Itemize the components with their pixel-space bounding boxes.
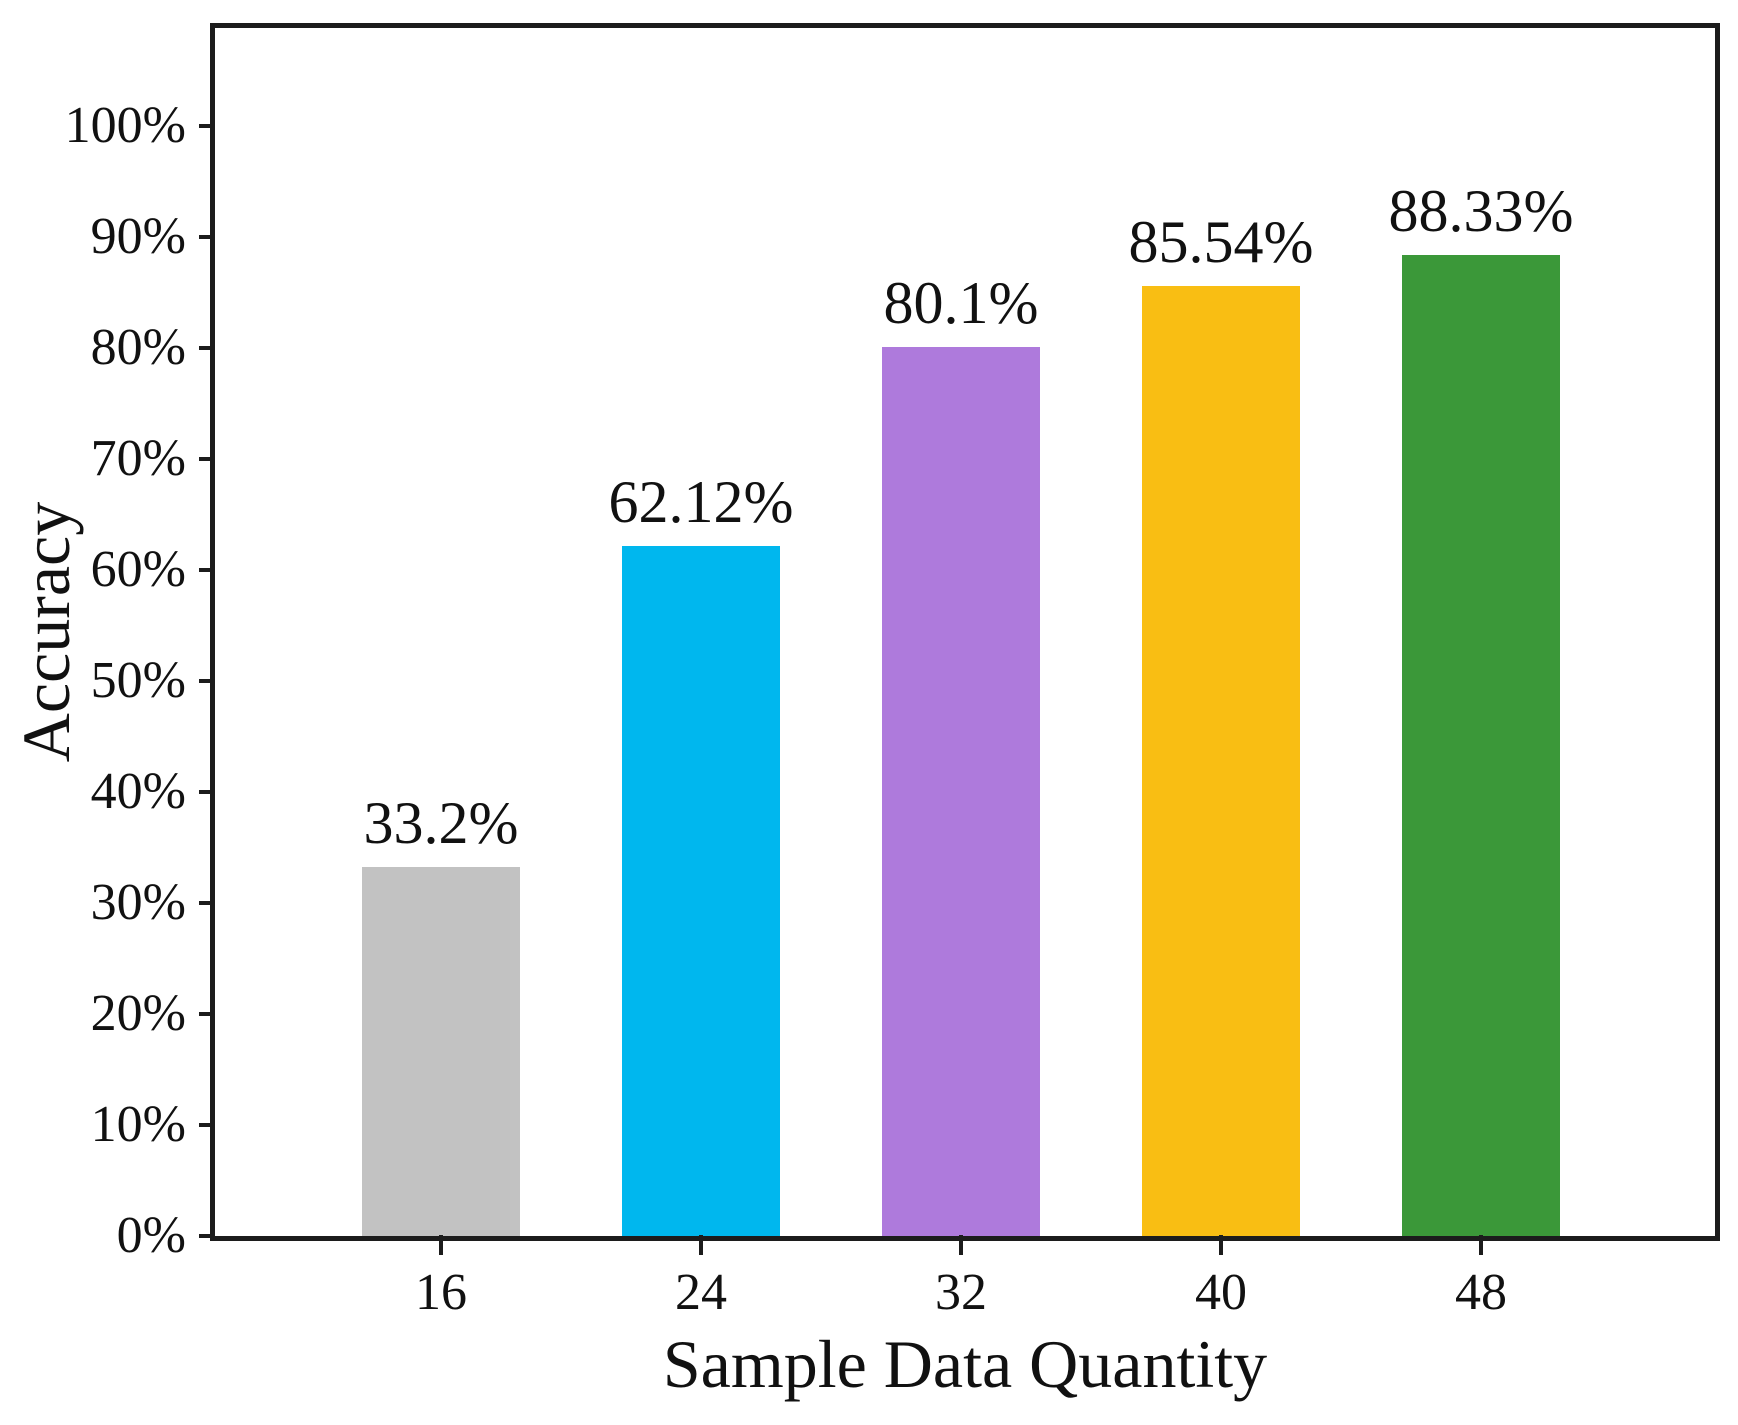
y-tick-mark [199,345,212,350]
x-tick-label-16: 16 [415,1264,467,1321]
x-axis-title: Sample Data Quantity [662,1326,1268,1402]
x-tick-label-48: 48 [1455,1264,1507,1321]
y-axis: 0% 10% 20% 30% 40% 50% 60% 70% 80% 90% 100% [0,28,212,1262]
x-tick-label-24: 24 [675,1264,727,1321]
y-tick-label: 60% [90,540,186,598]
x-tick-mark [439,1235,443,1255]
bar-value-label-16: 33.2% [363,790,519,857]
y-tick-mark [199,567,212,572]
x-tick-label-40: 40 [1195,1264,1247,1321]
x-axis: 16 24 32 40 48 [215,1235,1715,1361]
y-tick-mark [199,123,212,128]
y-tick-label: 80% [90,318,186,376]
y-tick-label: 50% [90,651,186,709]
y-tick-mark [199,789,212,794]
y-tick-mark [199,1011,212,1016]
y-tick-label: 0% [116,1207,186,1264]
bar-value-label-48: 88.33% [1388,178,1574,245]
y-tick-label: 20% [90,984,186,1042]
y-tick-mark [199,1122,212,1127]
x-tick-mark [1479,1235,1483,1255]
bar-value-label-40: 85.54% [1128,209,1314,276]
plot-area: 33.2% 62.12% 80.1% 85.54% 88.33% [210,23,1720,1241]
y-tick-mark [199,234,212,239]
y-tick-mark [199,456,212,461]
bar-32 [882,346,1040,1236]
y-tick-label: 10% [90,1095,186,1153]
bar-16 [362,867,520,1236]
bar-24 [622,546,780,1236]
y-tick-label: 90% [90,207,186,265]
x-tick-label-32: 32 [935,1264,987,1321]
y-tick-label: 40% [90,762,186,820]
bar-value-label-32: 80.1% [883,269,1039,336]
y-tick-mark [199,678,212,683]
y-tick-mark [199,1234,212,1238]
y-tick-label: 100% [64,96,186,154]
x-tick-mark [1219,1235,1223,1255]
bar-48 [1402,255,1560,1236]
bar-40 [1142,286,1300,1236]
y-tick-mark [199,900,212,905]
y-tick-label: 30% [90,873,186,931]
x-tick-mark [699,1235,703,1255]
bar-value-label-24: 62.12% [608,469,794,536]
y-tick-label: 70% [90,429,186,487]
x-tick-mark [959,1235,963,1255]
